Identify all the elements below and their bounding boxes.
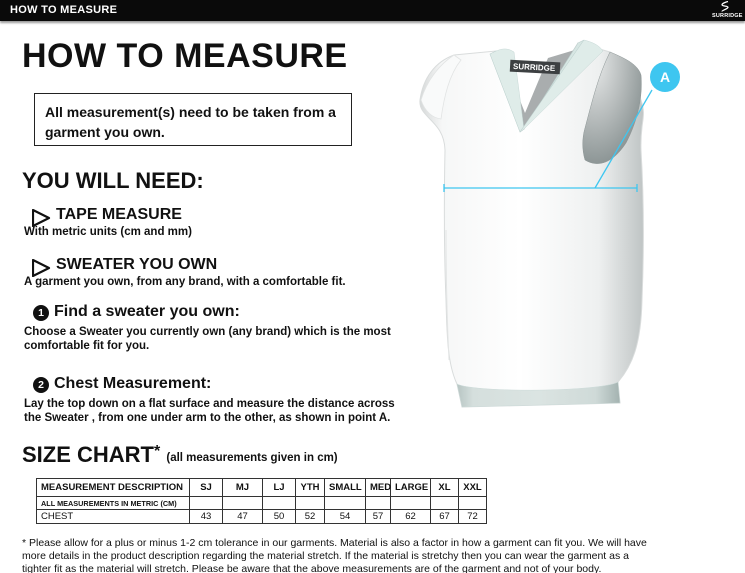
svg-text:A: A: [660, 69, 670, 85]
